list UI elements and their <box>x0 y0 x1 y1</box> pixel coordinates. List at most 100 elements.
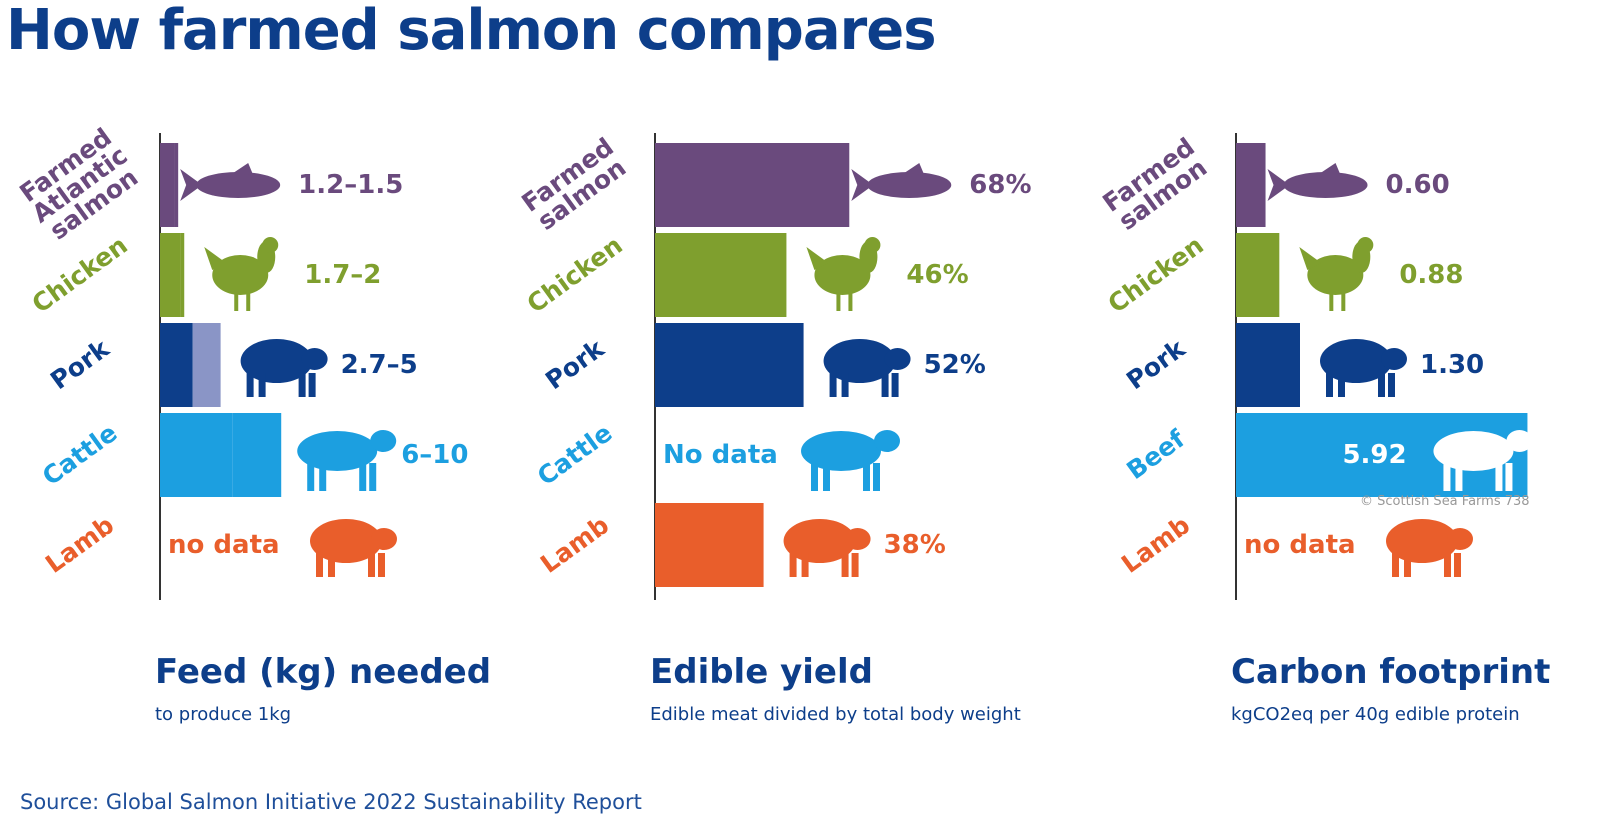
bar <box>655 323 804 407</box>
animal-icon <box>1386 519 1473 577</box>
icon-part <box>297 431 378 471</box>
icon-part <box>307 463 315 491</box>
bar <box>160 233 181 317</box>
bar-range <box>192 323 221 407</box>
bar <box>1236 233 1280 317</box>
animal-icon <box>310 519 397 577</box>
icon-part <box>1338 373 1345 397</box>
bar <box>1236 143 1266 227</box>
icon-part <box>233 163 254 175</box>
animal-icon <box>180 163 281 201</box>
value-label: 38% <box>883 530 946 560</box>
value-label: 6–10 <box>401 440 469 470</box>
icon-part <box>823 463 830 491</box>
value-label: 1.30 <box>1420 350 1485 380</box>
icon-part <box>328 553 335 577</box>
icon-part <box>1307 255 1364 295</box>
page-title: How farmed salmon compares <box>6 0 937 63</box>
icon-part <box>1454 553 1461 577</box>
icon-part <box>246 373 254 397</box>
icon-part <box>204 247 227 270</box>
icon-part <box>864 237 881 253</box>
icon-part <box>1329 291 1334 311</box>
value-label: 1.7–2 <box>304 260 382 290</box>
bar <box>655 503 764 587</box>
icon-part <box>1455 463 1463 491</box>
chart-title: Carbon footprint <box>1231 652 1551 692</box>
icon-part <box>848 291 853 311</box>
bar-range <box>232 413 282 497</box>
animal-icon <box>240 339 328 397</box>
value-label: no data <box>1244 530 1356 560</box>
icon-part <box>1326 373 1333 397</box>
bar <box>160 323 193 407</box>
icon-part <box>370 430 397 452</box>
icon-part <box>1320 163 1341 175</box>
animal-icon <box>823 339 911 397</box>
icon-part <box>1495 463 1503 491</box>
icon-part <box>814 255 871 295</box>
icon-part <box>262 237 279 253</box>
animal-icon <box>297 430 397 491</box>
icon-part <box>234 291 239 311</box>
icon-part <box>1506 430 1533 452</box>
icon-part <box>1299 247 1322 270</box>
icon-part <box>308 373 316 397</box>
icon-part <box>369 463 377 491</box>
icon-part <box>1357 237 1374 253</box>
value-label: 52% <box>923 350 986 380</box>
chart-subtitle: kgCO2eq per 40g edible protein <box>1231 704 1520 725</box>
value-label: 0.88 <box>1399 260 1464 290</box>
bar-range <box>174 143 179 227</box>
value-label: 1.2–1.5 <box>298 170 404 200</box>
value-label: 2.7–5 <box>340 350 418 380</box>
value-label: 68% <box>969 170 1032 200</box>
icon-part <box>789 553 797 577</box>
icon-part <box>836 291 841 311</box>
bar <box>655 143 850 227</box>
icon-part <box>863 463 870 491</box>
value-label: 46% <box>906 260 969 290</box>
icon-part <box>1283 172 1368 198</box>
animal-icon <box>1267 163 1368 201</box>
icon-part <box>310 519 382 563</box>
animal-icon <box>851 163 952 201</box>
icon-part <box>841 373 849 397</box>
icon-part <box>783 519 856 563</box>
icon-part <box>359 463 367 491</box>
value-label: no data <box>168 530 280 560</box>
icon-part <box>904 163 925 175</box>
icon-part <box>378 553 385 577</box>
icon-part <box>1404 553 1411 577</box>
animal-icon <box>1299 237 1374 311</box>
animal-icon <box>801 430 900 491</box>
credit-note: © Scottish Sea Farms 738 <box>1360 494 1530 509</box>
icon-part <box>298 373 306 397</box>
icon-part <box>1505 463 1513 491</box>
icon-part <box>1433 431 1514 471</box>
chart-title: Feed (kg) needed <box>155 652 492 692</box>
icon-part <box>368 553 375 577</box>
icon-part <box>1444 553 1451 577</box>
icon-part <box>891 373 899 397</box>
animal-icon <box>204 237 279 311</box>
icon-part <box>823 339 896 383</box>
icon-part <box>316 553 323 577</box>
icon-part <box>301 348 328 370</box>
icon-part <box>829 373 837 397</box>
animal-icon <box>1320 339 1407 397</box>
icon-part <box>240 339 313 383</box>
icon-part <box>884 348 911 370</box>
animal-icon <box>1433 430 1533 491</box>
bar <box>1236 323 1300 407</box>
animal-icon <box>783 519 871 577</box>
icon-part <box>851 553 859 577</box>
icon-part <box>801 553 809 577</box>
icon-part <box>371 528 397 550</box>
icon-part <box>1392 553 1399 577</box>
icon-part <box>1443 463 1451 491</box>
icon-part <box>1341 291 1346 311</box>
value-label: No data <box>663 440 778 470</box>
